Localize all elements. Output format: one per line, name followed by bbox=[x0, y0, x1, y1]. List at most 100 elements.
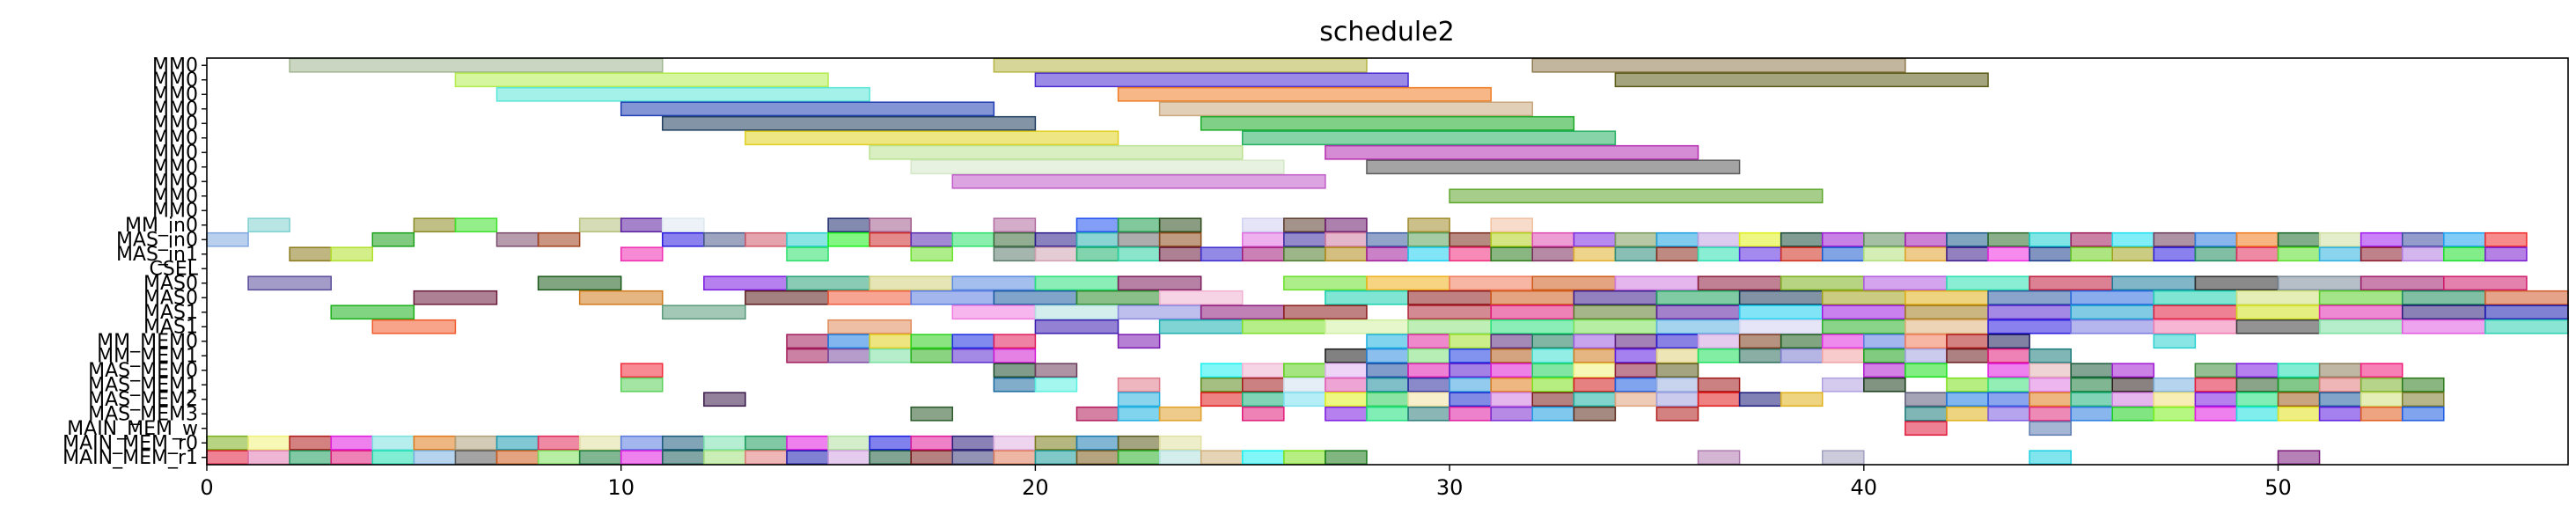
task-bar bbox=[2277, 450, 2321, 466]
task-bar bbox=[1075, 231, 1119, 247]
task-bar bbox=[1490, 217, 1533, 233]
task-bar bbox=[1449, 334, 1492, 349]
task-bar bbox=[1614, 72, 1989, 88]
task-bar bbox=[1531, 406, 1575, 422]
task-bar bbox=[1034, 275, 1119, 291]
task-bar bbox=[1697, 231, 1741, 247]
task-bar bbox=[1283, 392, 1326, 407]
task-bar bbox=[2401, 406, 2445, 422]
task-bar bbox=[1614, 348, 1658, 363]
task-bar bbox=[1738, 246, 1782, 262]
task-bar bbox=[2359, 392, 2404, 407]
row-label: MM_MEM1 bbox=[97, 345, 198, 367]
task-bar bbox=[2029, 377, 2072, 393]
task-bar bbox=[413, 290, 498, 305]
task-bar bbox=[371, 231, 415, 247]
task-bar bbox=[1242, 377, 1285, 393]
task-bar bbox=[1655, 290, 1741, 305]
task-bar bbox=[2401, 246, 2445, 262]
task-bar bbox=[1034, 363, 1078, 378]
task-bar bbox=[2153, 319, 2238, 334]
task-bar bbox=[2070, 406, 2113, 422]
task-bar bbox=[1904, 290, 1989, 305]
task-bar bbox=[869, 334, 912, 349]
task-bar bbox=[662, 231, 705, 247]
task-bar bbox=[537, 275, 622, 291]
task-bar bbox=[1573, 246, 1617, 262]
task-bar bbox=[1531, 57, 1906, 73]
task-bar bbox=[1325, 246, 1368, 262]
task-bar bbox=[1531, 392, 1575, 407]
task-bar bbox=[2277, 275, 2362, 291]
task-bar bbox=[1034, 377, 1078, 393]
task-bar bbox=[1987, 305, 2072, 320]
task-bar bbox=[786, 435, 829, 451]
row-label: CSEL bbox=[150, 258, 199, 280]
task-bar bbox=[745, 130, 1119, 146]
task-bar bbox=[1034, 72, 1409, 88]
task-bar bbox=[620, 363, 664, 378]
task-bar bbox=[1158, 450, 1202, 466]
task-bar bbox=[1614, 334, 1658, 349]
task-bar bbox=[1117, 246, 1161, 262]
task-bar bbox=[2153, 246, 2197, 262]
task-bar bbox=[2194, 392, 2238, 407]
task-bar bbox=[1490, 392, 1533, 407]
task-bar bbox=[2029, 363, 2072, 378]
task-bar bbox=[993, 217, 1037, 233]
task-bar bbox=[1573, 377, 1617, 393]
row-label: MAIN_MEM_r1 bbox=[62, 447, 198, 469]
task-bar bbox=[993, 435, 1037, 451]
task-bar bbox=[2359, 363, 2404, 378]
task-bar bbox=[1283, 275, 1368, 291]
task-bar bbox=[993, 57, 1368, 73]
task-bar bbox=[1946, 334, 1989, 349]
task-bar bbox=[1987, 231, 2030, 247]
task-bar bbox=[2359, 231, 2404, 247]
task-bar bbox=[1117, 377, 1161, 393]
task-bar bbox=[2318, 246, 2362, 262]
task-bar bbox=[247, 435, 290, 451]
task-bar bbox=[1904, 319, 1989, 334]
task-bar bbox=[1490, 319, 1575, 334]
task-bar bbox=[1034, 450, 1078, 466]
task-bar bbox=[2070, 392, 2113, 407]
task-bar bbox=[869, 435, 912, 451]
task-bar bbox=[1738, 305, 1824, 320]
task-bar bbox=[1573, 334, 1617, 349]
task-bar bbox=[1407, 305, 1492, 320]
task-bar bbox=[2111, 377, 2155, 393]
task-bar bbox=[620, 217, 664, 233]
task-bar bbox=[1573, 319, 1658, 334]
task-bar bbox=[1158, 217, 1202, 233]
task-bar bbox=[2153, 406, 2197, 422]
task-bar bbox=[2443, 246, 2486, 262]
task-bar bbox=[495, 435, 539, 451]
task-bar bbox=[1283, 305, 1368, 320]
task-bar bbox=[827, 319, 912, 334]
task-bar bbox=[1780, 246, 1824, 262]
task-bar bbox=[2070, 290, 2155, 305]
task-bar bbox=[2153, 290, 2238, 305]
task-bar bbox=[1738, 334, 1782, 349]
task-bar bbox=[2070, 363, 2113, 378]
task-bar bbox=[620, 101, 995, 117]
row-label: MM0 bbox=[152, 113, 198, 135]
task-bar bbox=[2359, 246, 2404, 262]
task-bar bbox=[1407, 319, 1492, 334]
task-bar bbox=[1946, 348, 1989, 363]
task-bar bbox=[2111, 246, 2155, 262]
task-bar bbox=[2194, 275, 2279, 291]
x-tick-label: 50 bbox=[2264, 475, 2292, 500]
task-bar bbox=[1780, 334, 1824, 349]
task-bar bbox=[993, 450, 1037, 466]
task-bar bbox=[910, 450, 954, 466]
task-bar bbox=[910, 246, 954, 262]
task-bar bbox=[1780, 275, 1865, 291]
task-bar bbox=[1614, 377, 1658, 393]
task-bar bbox=[2153, 334, 2197, 349]
task-bar bbox=[413, 217, 457, 233]
task-bar bbox=[620, 435, 664, 451]
task-bar bbox=[1573, 392, 1617, 407]
task-bar bbox=[745, 290, 829, 305]
